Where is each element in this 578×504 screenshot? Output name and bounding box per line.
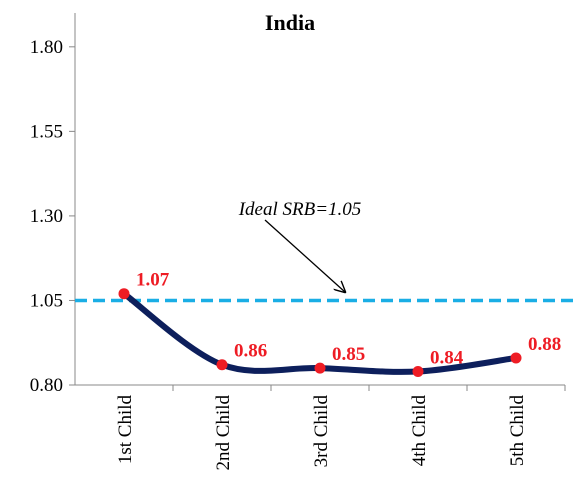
- y-tick-label: 1.30: [30, 206, 63, 227]
- y-tick-label: 1.05: [30, 290, 63, 311]
- data-label: 0.86: [234, 341, 267, 362]
- x-tick-label: 1st Child: [115, 395, 136, 465]
- data-label: 1.07: [136, 270, 170, 291]
- y-tick-label: 0.80: [30, 375, 63, 396]
- data-point: [216, 359, 228, 371]
- y-tick-label: 1.55: [30, 121, 63, 142]
- x-tick-label: 4th Child: [409, 395, 430, 467]
- y-tick-label: 1.80: [30, 37, 63, 58]
- x-tick-label: 2nd Child: [213, 395, 234, 471]
- x-tick-label: 3rd Child: [311, 395, 332, 468]
- data-point: [118, 288, 130, 300]
- data-point: [510, 352, 522, 364]
- reference-label: Ideal SRB=1.05: [238, 199, 362, 220]
- data-point: [314, 362, 326, 374]
- data-label: 0.84: [430, 347, 464, 368]
- chart-title: India: [265, 10, 315, 35]
- data-point: [412, 365, 424, 377]
- data-label: 0.85: [332, 344, 365, 365]
- annotation-arrow: [264, 219, 345, 292]
- x-tick-label: 5th Child: [507, 395, 528, 467]
- data-label: 0.88: [528, 334, 561, 355]
